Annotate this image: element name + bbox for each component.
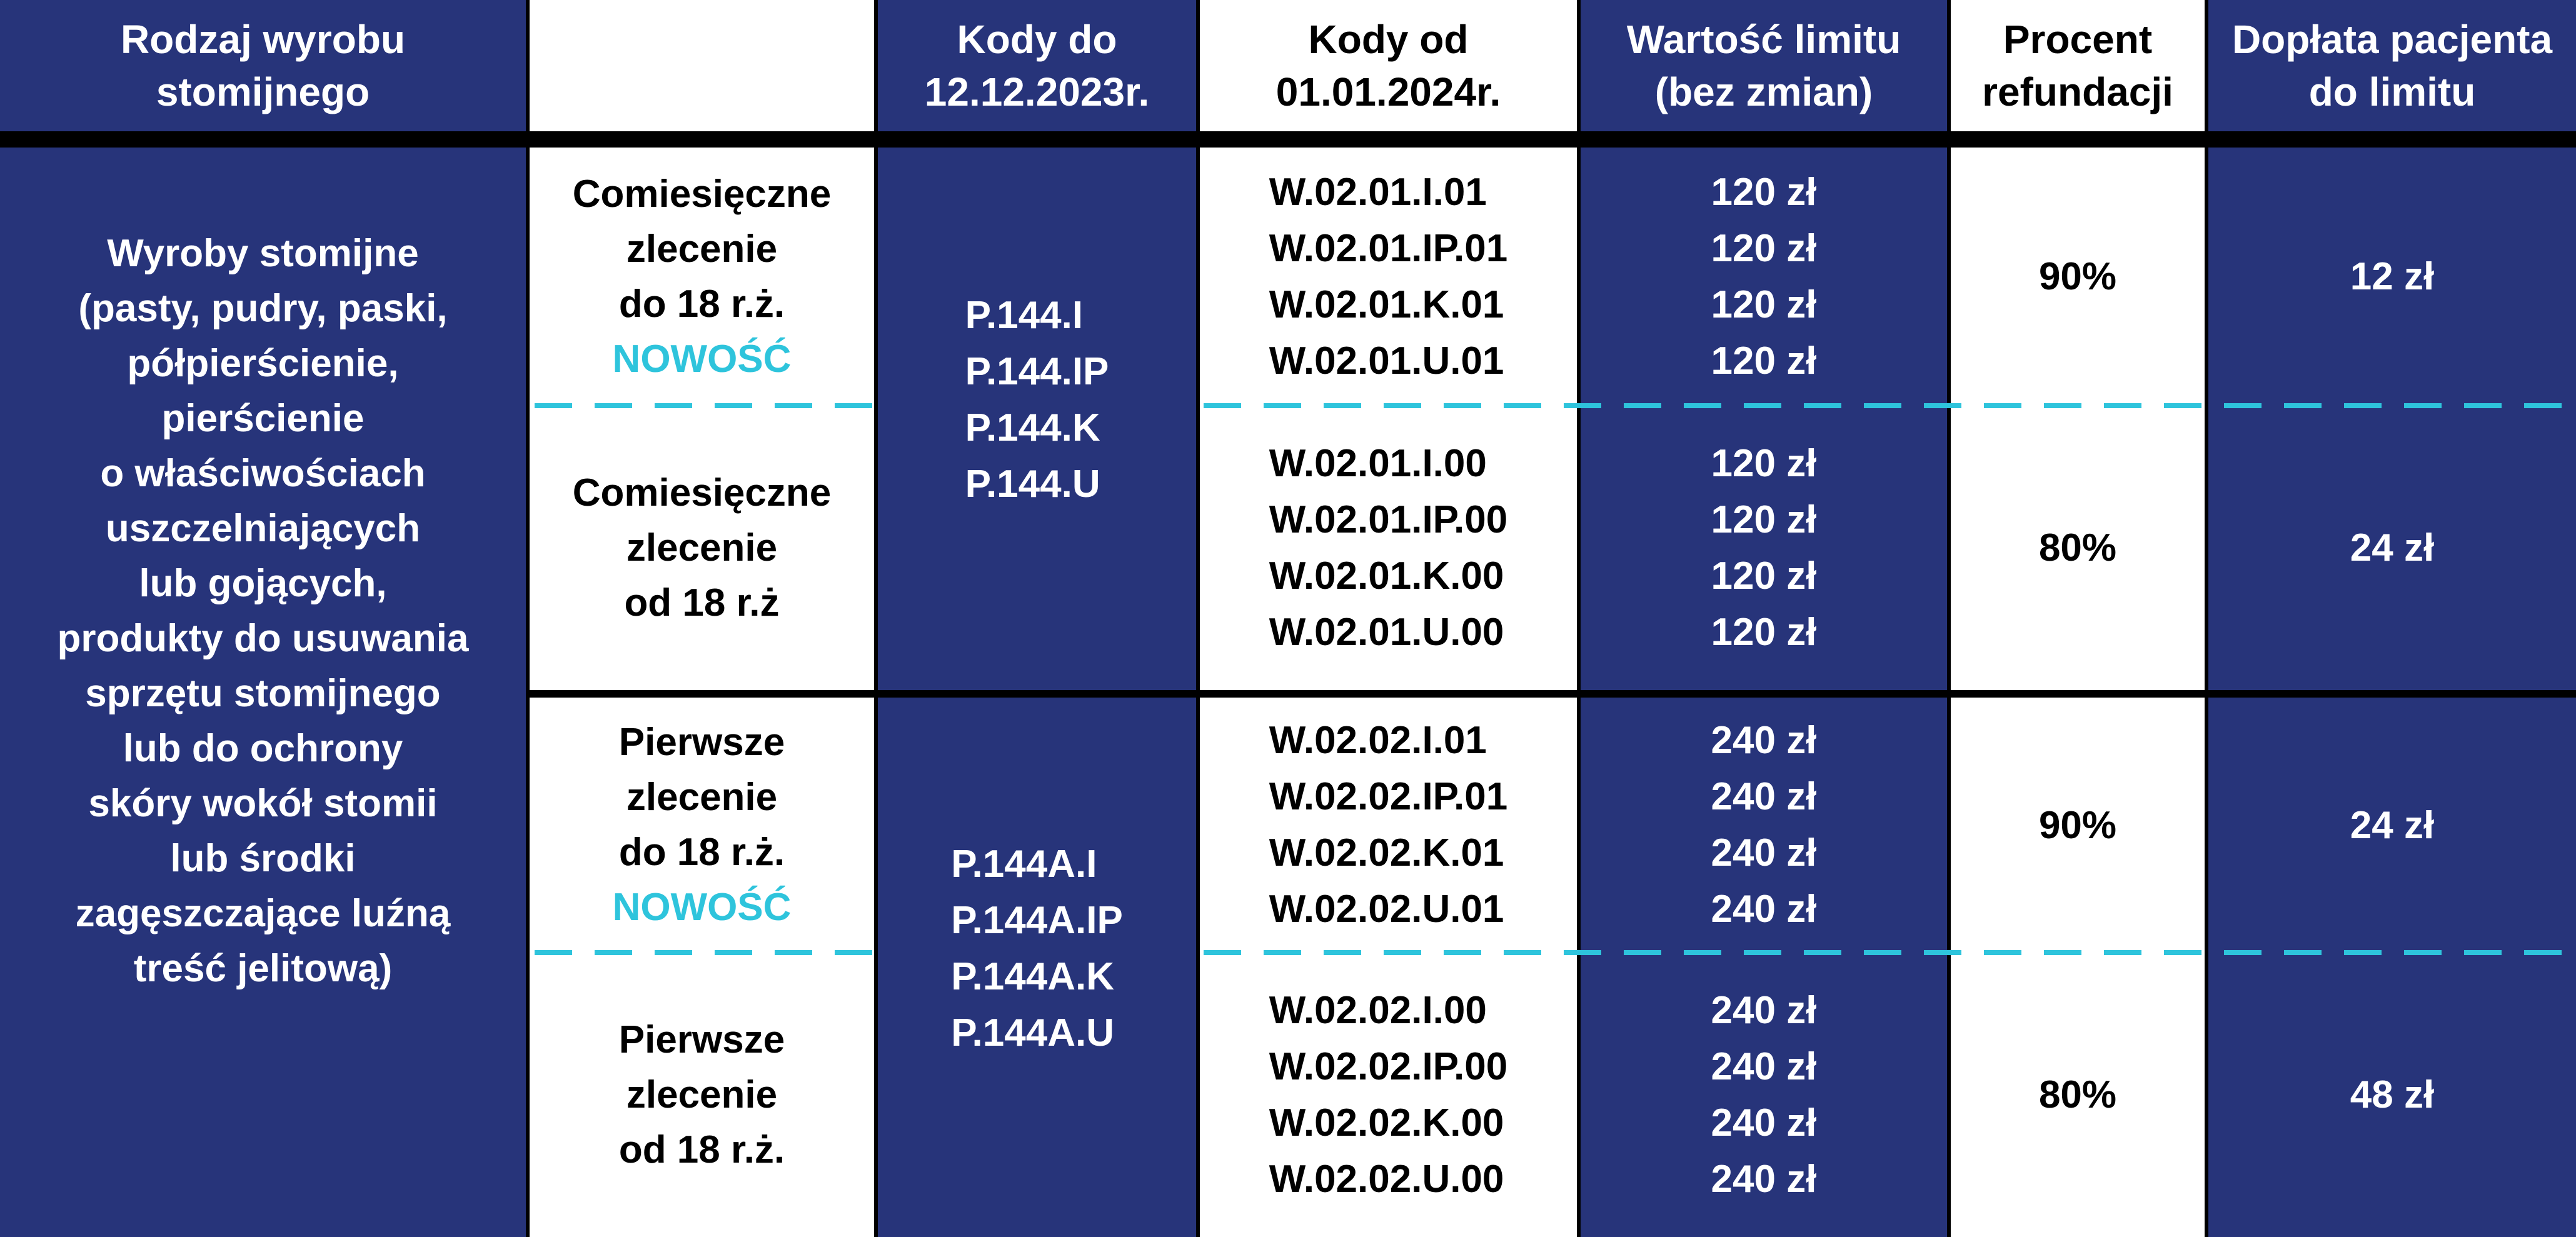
new-code: W.02.02.IP.01 xyxy=(1269,775,1508,818)
old-code: P.144A.K xyxy=(951,954,1114,998)
new-code: W.02.02.U.01 xyxy=(1269,888,1504,931)
new-code: W.02.01.IP.00 xyxy=(1269,498,1508,541)
order-type-cell: Pierwsze zlecenie do 18 r.ż. NOWOŚĆ xyxy=(530,698,874,953)
header-old-codes: Kody do 12.12.2023r. xyxy=(878,0,1196,131)
patient-copay: 24 zł xyxy=(2208,406,2576,690)
limit-value: 120 zł xyxy=(1711,498,1817,541)
new-code: W.02.01.I.01 xyxy=(1269,170,1487,214)
limit-cell: 240 zł 240 zł 240 zł 240 zł xyxy=(1581,953,1947,1237)
limit-cell: 240 zł 240 zł 240 zł 240 zł xyxy=(1581,698,1947,953)
dashed-divider xyxy=(1204,403,2576,408)
dashed-divider xyxy=(535,403,874,408)
limit-cell: 120 zł 120 zł 120 zł 120 zł xyxy=(1581,406,1947,690)
limit-cell: 120 zł 120 zł 120 zł 120 zł xyxy=(1581,148,1947,406)
header-product-type: Rodzaj wyrobu stomijnego xyxy=(0,0,526,131)
old-code: P.144.U xyxy=(965,463,1100,506)
header-patient-copay: Dopłata pacjenta do limitu xyxy=(2208,0,2576,131)
new-code: W.02.01.U.01 xyxy=(1269,339,1504,383)
new-codes-cell: W.02.02.I.01 W.02.02.IP.01 W.02.02.K.01 W.0… xyxy=(1200,698,1577,953)
limit-value: 120 zł xyxy=(1711,441,1817,485)
limit-value: 240 zł xyxy=(1711,988,1817,1032)
order-type-cell: Pierwsze zlecenie od 18 r.ż. xyxy=(530,953,874,1237)
limit-value: 240 zł xyxy=(1711,719,1817,762)
old-code: P.144A.U xyxy=(951,1011,1114,1054)
new-badge: NOWOŚĆ xyxy=(612,337,792,381)
new-codes-cell: W.02.01.I.01 W.02.01.IP.01 W.02.01.K.01 W.0… xyxy=(1200,148,1577,406)
limit-value: 120 zł xyxy=(1711,554,1817,598)
new-code: W.02.02.U.00 xyxy=(1269,1157,1504,1201)
old-code: P.144A.IP xyxy=(951,898,1123,942)
limit-value: 120 zł xyxy=(1711,610,1817,654)
new-code: W.02.02.IP.00 xyxy=(1269,1044,1508,1088)
order-type-label: Comiesięczne zlecenie do 18 r.ż. xyxy=(572,172,832,326)
limit-value: 240 zł xyxy=(1711,1044,1817,1088)
header-blank xyxy=(530,0,874,131)
order-type-label: Pierwsze zlecenie od 18 r.ż. xyxy=(618,1018,785,1171)
limit-value: 240 zł xyxy=(1711,888,1817,931)
limit-value: 240 zł xyxy=(1711,831,1817,874)
patient-copay: 24 zł xyxy=(2208,698,2576,953)
new-code: W.02.01.I.00 xyxy=(1269,441,1487,485)
product-description: Wyroby stomijne (pasty, pudry, paski, pó… xyxy=(0,148,526,1237)
new-code: W.02.01.IP.01 xyxy=(1269,226,1508,270)
limit-value: 240 zł xyxy=(1711,1157,1817,1201)
limit-value: 240 zł xyxy=(1711,1101,1817,1144)
new-code: W.02.01.K.00 xyxy=(1269,554,1504,598)
old-code: P.144.K xyxy=(965,406,1100,449)
old-code: P.144A.I xyxy=(951,842,1097,886)
new-code: W.02.02.I.00 xyxy=(1269,988,1487,1032)
order-type-cell: Comiesięczne zlecenie do 18 r.ż. NOWOŚĆ xyxy=(530,148,874,406)
new-code: W.02.02.K.01 xyxy=(1269,831,1504,874)
old-codes-cell: P.144A.I P.144A.IP P.144A.K P.144A.U xyxy=(878,698,1196,1237)
order-type-label: Comiesięczne zlecenie od 18 r.ż xyxy=(572,471,832,624)
limit-value: 120 zł xyxy=(1711,170,1817,214)
dashed-divider xyxy=(535,950,874,955)
refund-percent: 80% xyxy=(1951,953,2205,1237)
new-code: W.02.02.I.01 xyxy=(1269,719,1487,762)
new-code: W.02.01.K.01 xyxy=(1269,283,1504,326)
refund-percent: 90% xyxy=(1951,148,2205,406)
new-codes-cell: W.02.02.I.00 W.02.02.IP.00 W.02.02.K.00 W.0… xyxy=(1200,953,1577,1237)
patient-copay: 12 zł xyxy=(2208,148,2576,406)
limit-value: 120 zł xyxy=(1711,283,1817,326)
header-new-codes: Kody od 01.01.2024r. xyxy=(1200,0,1577,131)
old-code: P.144.I xyxy=(965,294,1084,337)
limit-value: 240 zł xyxy=(1711,775,1817,818)
old-codes-cell: P.144.I P.144.IP P.144.K P.144.U xyxy=(878,148,1196,690)
limit-value: 120 zł xyxy=(1711,339,1817,383)
refund-percent: 90% xyxy=(1951,698,2205,953)
refund-percent: 80% xyxy=(1951,406,2205,690)
header-limit-value: Wartość limitu (bez zmian) xyxy=(1581,0,1947,131)
limit-value: 120 zł xyxy=(1711,226,1817,270)
new-code: W.02.01.U.00 xyxy=(1269,610,1504,654)
new-codes-cell: W.02.01.I.00 W.02.01.IP.00 W.02.01.K.00 W.0… xyxy=(1200,406,1577,690)
new-badge: NOWOŚĆ xyxy=(612,886,792,929)
order-type-label: Pierwsze zlecenie do 18 r.ż. xyxy=(618,721,785,874)
new-code: W.02.02.K.00 xyxy=(1269,1101,1504,1144)
dashed-divider xyxy=(1204,950,2576,955)
old-code: P.144.IP xyxy=(965,350,1109,393)
order-type-cell: Comiesięczne zlecenie od 18 r.ż xyxy=(530,406,874,690)
header-refund-percent: Procent refundacji xyxy=(1951,0,2205,131)
patient-copay: 48 zł xyxy=(2208,953,2576,1237)
